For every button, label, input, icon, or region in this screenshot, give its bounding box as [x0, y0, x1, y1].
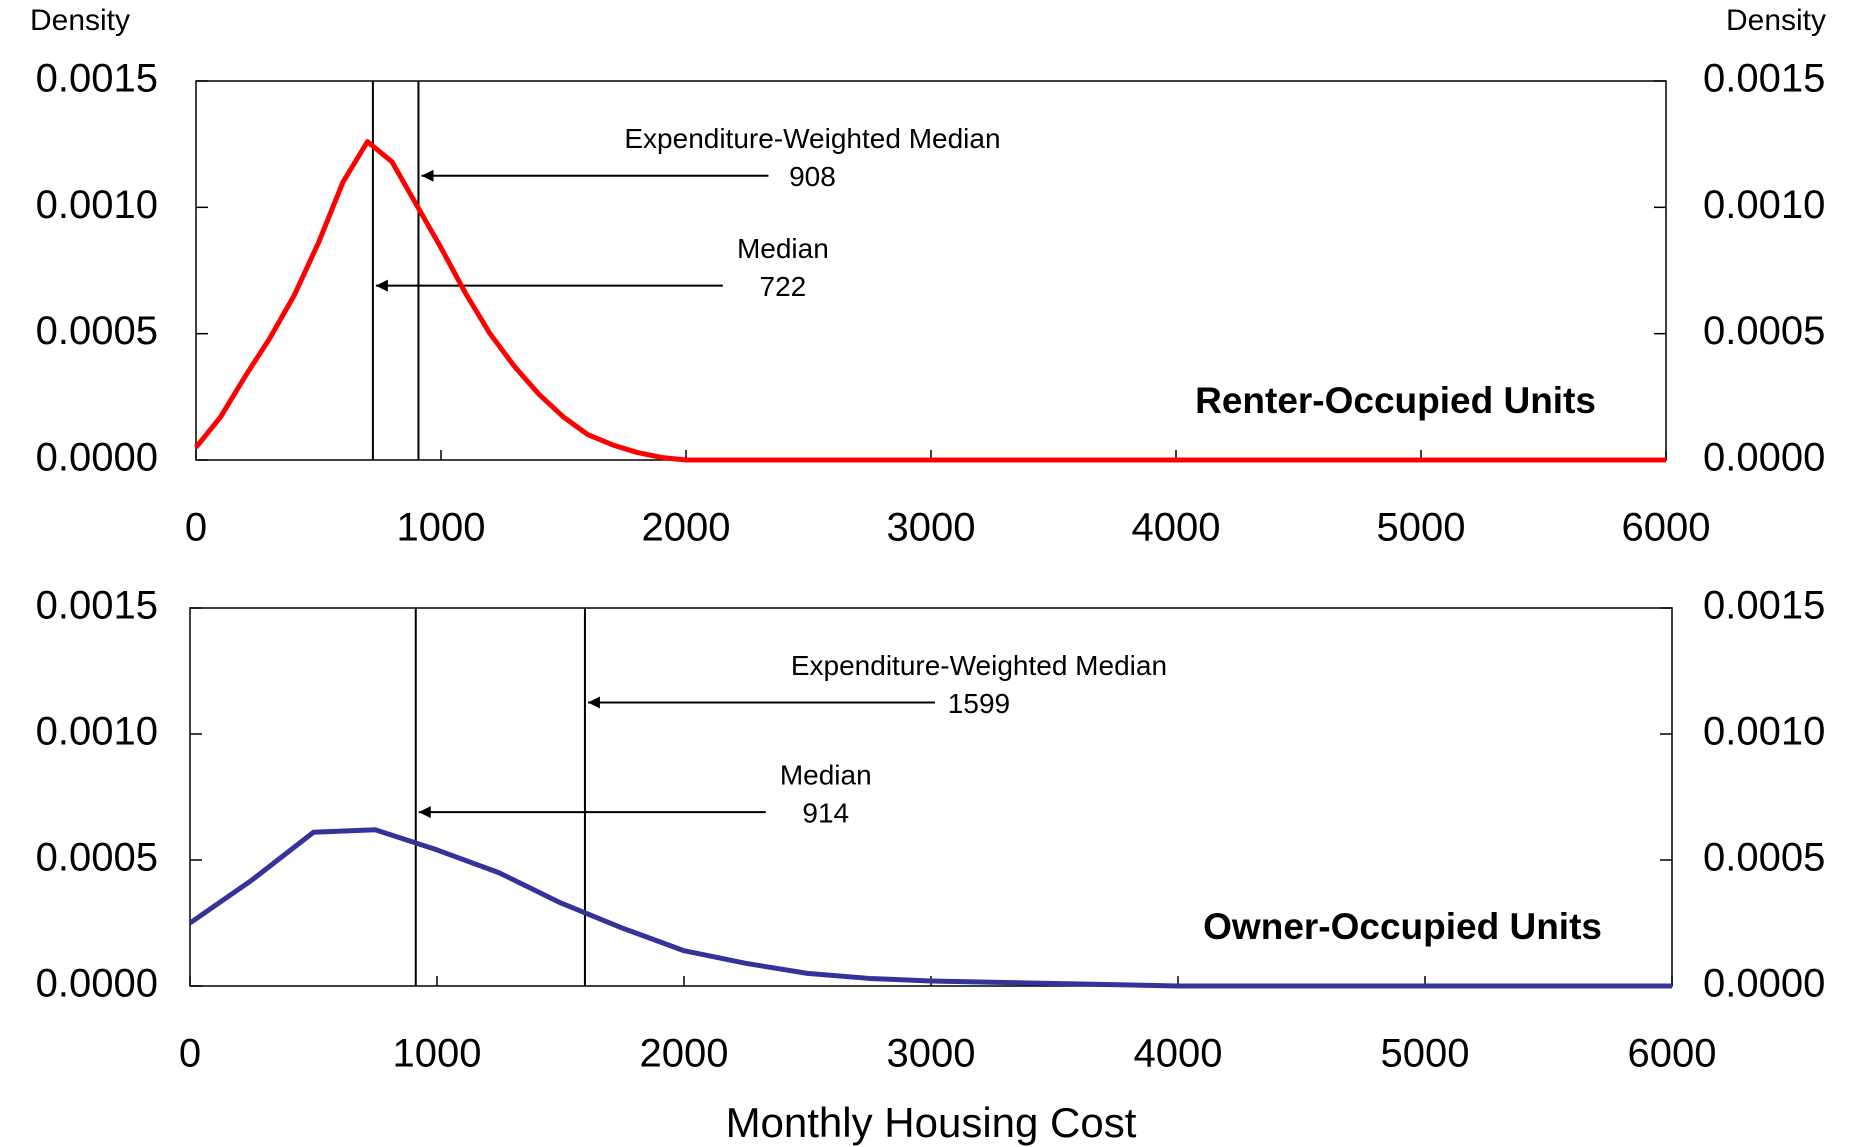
y2-tick-label: 0.0015: [1703, 584, 1825, 628]
x-tick-label: 3000: [887, 1032, 976, 1076]
y2-tick-label: 0.0005: [1703, 836, 1825, 880]
annotation-text: Median: [780, 760, 872, 791]
y-tick-label: 0.0005: [36, 309, 158, 353]
y2-axis-label: Density: [1726, 4, 1826, 37]
y2-tick-label: 0.0005: [1703, 309, 1825, 353]
density-line: [194, 139, 1666, 463]
y-tick-label: 0.0015: [36, 57, 158, 101]
y2-tick-label: 0.0000: [1703, 436, 1825, 480]
y2-tick-label: 0.0015: [1703, 57, 1825, 101]
y-tick-label: 0.0005: [36, 836, 158, 880]
y-tick-label: 0.0010: [36, 183, 158, 227]
x-tick-label: 5000: [1377, 506, 1466, 550]
x-axis-label: Monthly Housing Cost: [726, 1099, 1137, 1146]
x-tick-label: 2000: [640, 1032, 729, 1076]
x-tick-label: 1000: [393, 1032, 482, 1076]
x-tick-label: 6000: [1628, 1032, 1717, 1076]
x-tick-label: 3000: [887, 506, 976, 550]
annotation-value: 722: [760, 271, 807, 302]
y-tick-label: 0.0000: [36, 436, 158, 480]
x-tick-label: 1000: [397, 506, 486, 550]
x-tick-label: 6000: [1622, 506, 1711, 550]
y-axis-label: Density: [30, 4, 130, 37]
y-tick-label: 0.0015: [36, 584, 158, 628]
x-tick-label: 5000: [1381, 1032, 1470, 1076]
y2-tick-label: 0.0010: [1703, 710, 1825, 754]
y2-tick-label: 0.0010: [1703, 183, 1825, 227]
y-tick-label: 0.0000: [36, 962, 158, 1006]
x-tick-label: 4000: [1132, 506, 1221, 550]
y2-tick-label: 0.0000: [1703, 962, 1825, 1006]
annotation-value: 1599: [948, 688, 1010, 719]
x-tick-label: 2000: [642, 506, 731, 550]
annotation-text: Expenditure-Weighted Median: [624, 123, 1000, 154]
x-tick-label: 0: [179, 1032, 201, 1076]
y-tick-label: 0.0010: [36, 710, 158, 754]
annotation-text: Median: [737, 233, 829, 264]
annotation-value: 914: [802, 798, 849, 829]
x-tick-label: 0: [185, 506, 207, 550]
series-label: Renter-Occupied Units: [1195, 380, 1596, 421]
annotation-text: Expenditure-Weighted Median: [791, 650, 1167, 681]
density-line: [188, 827, 1672, 989]
x-tick-label: 4000: [1134, 1032, 1223, 1076]
annotation-value: 908: [789, 161, 836, 192]
series-label: Owner-Occupied Units: [1203, 906, 1602, 947]
